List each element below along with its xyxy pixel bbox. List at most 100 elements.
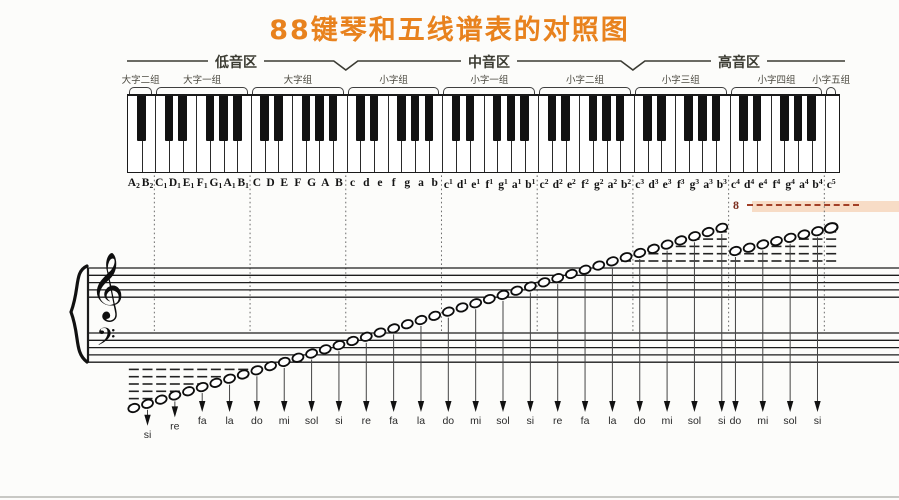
ledger-line [183,368,194,371]
ledger-line [675,260,686,262]
treble-clef-icon: 𝄞 [89,251,125,319]
note-name-label: b2 [620,177,632,191]
solfege-label: do [251,415,263,427]
note-name-label: B2 [141,177,154,190]
octave-group-label: 大字二组 [121,75,160,86]
note-name-label: f1 [485,177,494,191]
black-key [397,96,406,141]
ledger-line [128,397,139,400]
group-bracket [634,87,727,97]
whole-note [209,377,223,388]
note-name-label: g4 [785,177,795,191]
note-name-label: F [294,177,302,189]
whole-note [441,306,455,317]
whole-note [332,340,346,351]
note-name-label: E [280,177,289,189]
black-key [561,96,570,141]
note-name-label: c5 [826,177,836,191]
black-key [315,96,324,141]
solfege-label: mi [662,415,673,427]
ledger-line [771,252,782,255]
whole-note [250,365,264,376]
whole-note [811,226,824,237]
octave-group-label: 小字二组 [566,75,605,86]
note-name-label: d3 [648,177,659,191]
note-name-label: c3 [635,177,645,191]
ottava-dashed-line [747,204,859,206]
solfege-label: re [553,415,562,427]
ledger-line [156,368,167,371]
ledger-line [128,390,139,393]
whole-note [592,260,606,271]
whole-note [729,245,742,257]
whole-note [182,386,195,397]
bass-clef-icon: 𝄢 [96,323,116,358]
ledger-line [197,375,208,378]
note-name-label: g1 [498,177,508,191]
ledger-line [142,368,153,371]
whole-note [346,335,359,347]
ledger-line [142,390,153,393]
octave-group-label: 小字三组 [661,75,700,86]
note-name-label: E1 [182,177,195,190]
pointer-arrowhead [759,401,766,412]
pointer-arrowhead [554,401,561,412]
note-name-label: f4 [772,177,781,191]
whole-note [277,356,291,367]
ledger-line [675,252,686,255]
note-name-label: d1 [456,177,468,191]
solfege-label: si [144,429,152,441]
group-bracket [826,87,836,97]
pointer-arrowhead [144,414,151,426]
whole-note [496,289,510,300]
black-key [739,96,748,141]
whole-note [414,314,428,326]
pointer-arrowhead [636,401,643,412]
pointer-arrowhead [253,401,261,412]
region-label-treble: 高音区 [711,52,767,72]
black-key [698,96,707,141]
note-name-label: G1 [209,177,223,190]
solfege-label: mi [757,415,768,427]
whole-note [305,348,318,359]
solfege-label: la [608,415,616,427]
note-name-label: A1 [223,177,236,190]
whole-note [359,331,373,342]
whole-note [783,232,797,243]
solfege-label: si [814,415,822,427]
whole-note [619,252,633,263]
whole-note [688,231,701,242]
whole-note [523,281,537,292]
note-name-label: B [335,177,343,189]
whole-note [660,239,674,250]
whole-note [756,239,770,250]
black-key [205,96,215,141]
ledger-line [648,260,659,262]
solfege-label: re [170,420,179,432]
whole-note [797,229,811,240]
group-bracket [129,87,153,97]
whole-note [264,361,277,372]
note-name-label: a3 [703,177,713,191]
note-name-label: c4 [731,177,740,191]
octave-group-label: 小字四组 [757,75,796,86]
black-key [588,96,598,141]
note-name-label: b3 [716,177,727,191]
whole-note [551,273,565,284]
whole-note [701,226,715,238]
note-name-label: g2 [593,177,604,191]
black-key [233,96,242,141]
pointer-arrowhead [199,401,206,412]
black-key [219,96,228,141]
black-key [506,96,516,141]
black-key [780,96,789,141]
black-key [657,96,666,141]
black-key [793,96,803,141]
region-label-bass: 低音区 [208,52,264,72]
ottava-8-label: 8 [733,198,739,212]
ledger-line [675,245,686,248]
whole-note [400,319,414,330]
ledger-line [224,368,235,371]
ledger-line [703,245,714,248]
pointer-arrowhead [308,401,315,412]
